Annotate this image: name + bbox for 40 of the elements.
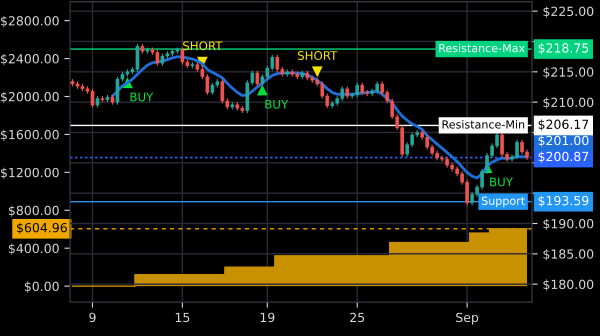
text: $206.17 [538, 119, 588, 131]
x-tick-label: 9 [89, 312, 96, 322]
data-label: $201.00 [538, 135, 588, 147]
y2-tick-label: $400.00 [8, 243, 59, 255]
candlestick [140, 43, 144, 54]
data-label: SHORT [298, 51, 338, 60]
ref-line-label: Resistance-Min [442, 120, 524, 129]
data-label: BUY [490, 178, 513, 186]
ref-line-label: Resistance-Max [439, 44, 525, 52]
y-tick-label: $225.00 [543, 6, 594, 18]
x-tick-label: 19 [260, 312, 274, 322]
ref-line-label: $200.87 [538, 151, 588, 163]
y-tick-label: $190.00 [543, 218, 594, 230]
candlestick [256, 70, 260, 87]
y2-tick-label: $1200.00 [0, 168, 59, 179]
candlestick [110, 94, 114, 106]
point [312, 66, 323, 78]
candlestick [96, 96, 100, 108]
data-label: SHORT [183, 41, 223, 50]
candlestick [345, 86, 350, 100]
point [256, 84, 268, 96]
y2-tick-label: $2400.00 [0, 54, 59, 66]
x-tick-label: 25 [350, 312, 364, 322]
y-tick-label: $215.00 [543, 67, 594, 78]
text: $193.59 [538, 196, 588, 207]
ref-line-label: Support [482, 196, 525, 208]
y2-tick-label: $0.00 [24, 281, 59, 293]
data-label: BUY [130, 92, 154, 102]
y2-tick-label: $1600.00 [0, 130, 59, 142]
y2-tick-label: $800.00 [8, 206, 59, 217]
data-label: BUY [265, 100, 288, 109]
y2-tick-label: $2000.00 [0, 92, 59, 104]
x-tick-label: 15 [176, 312, 190, 322]
y2-tick-label: $2800.00 [0, 16, 59, 28]
text: $218.75 [538, 43, 588, 54]
y-tick-label: $185.00 [543, 249, 594, 260]
ref-line-label: $604.96 [17, 222, 67, 234]
y-tick-label: $180.00 [543, 279, 594, 291]
y-tick-label: $210.00 [543, 97, 594, 109]
x-tick-label: Sep [456, 312, 478, 325]
